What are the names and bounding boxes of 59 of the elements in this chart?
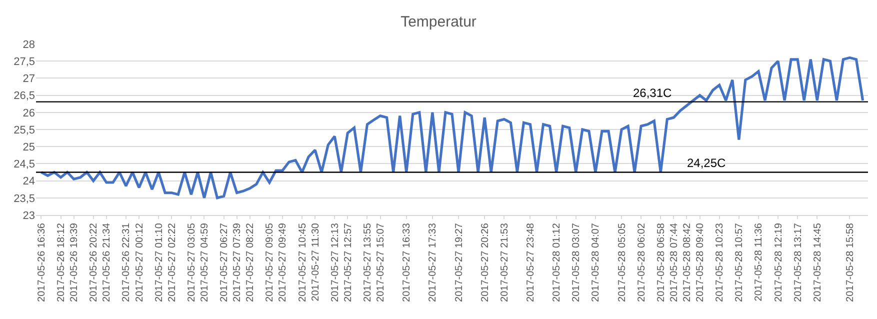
x-tick-label: 2017-05-28 12:19: [773, 222, 784, 302]
y-tick-label: 27: [22, 73, 35, 86]
x-tick-label: 2017-05-26 20:22: [88, 222, 100, 302]
x-tick-label: 2017-05-28 14:45: [812, 222, 824, 302]
y-tick-label: 28: [22, 38, 35, 51]
x-tick-label: 2017-05-26 22:31: [121, 222, 132, 302]
x-tick-label: 2017-05-27 23:48: [525, 222, 536, 302]
x-tick-label: 2017-05-28 06:58: [656, 222, 667, 302]
x-tick-label: 2017-05-28 03:07: [571, 222, 582, 302]
x-tick-label: 2017-05-27 21:53: [499, 222, 510, 302]
x-tick-label: 2017-05-27 09:05: [264, 222, 276, 302]
ref-line-label: 26,31C: [633, 86, 672, 100]
x-tick-label: 2017-05-26 18:12: [56, 222, 68, 302]
y-tick-label: 23,5: [14, 192, 35, 205]
x-tick-label: 2017-05-26 21:34: [102, 222, 113, 302]
x-tick-label: 2017-05-28 15:58: [844, 222, 856, 302]
x-tick-label: 2017-05-27 12:57: [342, 222, 354, 302]
x-tick-label: 2017-05-27 10:45: [297, 222, 308, 302]
x-tick-label: 2017-05-27 11:30: [310, 222, 322, 302]
x-tick-label: 2017-05-27 16:33: [402, 222, 413, 302]
x-tick-label: 2017-05-28 10:23: [714, 222, 726, 302]
x-tick-label: 2017-05-27 17:33: [428, 222, 439, 302]
x-tick-label: 2017-05-26 16:36: [36, 222, 48, 302]
x-tick-label: 2017-05-28 06:02: [636, 222, 648, 302]
x-tick-label: 2017-05-28 01:12: [552, 222, 563, 302]
x-tick-label: 2017-05-27 19:27: [454, 222, 465, 302]
x-tick-label: 2017-05-27 09:49: [278, 222, 289, 302]
x-tick-label: 2017-05-27 02:22: [166, 222, 178, 302]
x-tick-label: 2017-05-27 01:10: [154, 222, 165, 302]
x-tick-label: 2017-05-28 08:42: [682, 222, 693, 302]
x-tick-label: 2017-05-27 00:12: [134, 222, 146, 302]
x-tick-label: 2017-05-27 07:39: [232, 222, 244, 302]
x-tick-label: 2017-05-28 04:07: [590, 222, 602, 302]
chart-title: Temperatur: [400, 13, 476, 30]
x-tick-label: 2017-05-27 08:22: [245, 222, 256, 302]
x-tick-label: 2017-05-28 10:57: [734, 222, 746, 302]
line-series: [40, 56, 864, 200]
x-tick-label: 2017-05-28 11:36: [754, 222, 765, 302]
y-tick-label: 25: [22, 141, 35, 154]
y-tick-label: 26,5: [14, 90, 35, 102]
x-tick-label: 2017-05-27 06:27: [219, 222, 230, 302]
x-tick-label: 2017-05-27 15:07: [376, 222, 387, 302]
x-tick-label: 2017-05-28 05:05: [616, 222, 628, 302]
x-tick-label: 2017-05-27 20:26: [480, 222, 491, 302]
y-tick-label: 24: [22, 176, 35, 188]
x-tick-label: 2017-05-27 12:13: [330, 222, 341, 302]
x-tick-label: 2017-05-27 03:05: [186, 222, 198, 302]
y-tick-label: 27,5: [14, 56, 35, 68]
x-tick-label: 2017-05-28 07:44: [668, 222, 680, 302]
ref-line-label: 24,25C: [687, 156, 726, 170]
y-tick-label: 26: [22, 107, 35, 120]
x-tick-label: 2017-05-27 13:55: [362, 222, 374, 302]
x-tick-label: 2017-05-26 19:39: [69, 222, 80, 302]
x-tick-label: 2017-05-28 09:40: [695, 222, 706, 302]
y-tick-label: 24,5: [14, 158, 35, 171]
y-tick-label: 25,5: [14, 124, 35, 136]
x-tick-label: 2017-05-27 04:59: [199, 222, 210, 302]
x-tick-label: 2017-05-28 13:17: [792, 222, 804, 302]
y-tick-label: 23: [22, 210, 35, 222]
